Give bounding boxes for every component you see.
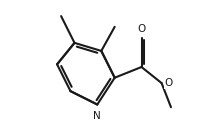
Text: O: O: [137, 23, 146, 34]
Text: O: O: [164, 78, 173, 88]
Text: N: N: [93, 111, 101, 121]
